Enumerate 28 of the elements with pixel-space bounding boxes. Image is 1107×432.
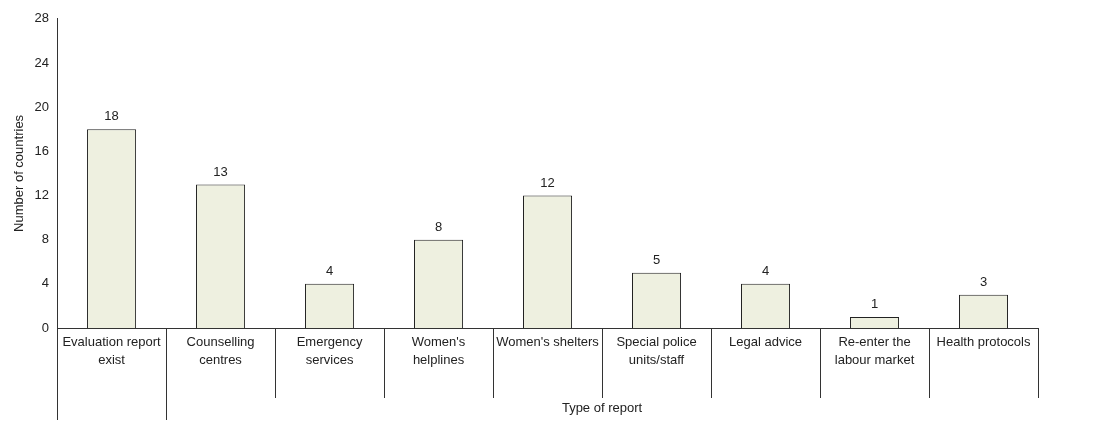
data-label: 8 — [434, 218, 443, 234]
x-tick-label: Legal advice — [729, 334, 803, 350]
y-tick-label: 16 — [34, 142, 50, 158]
y-tick-label: 0 — [41, 319, 50, 335]
x-tick-label: Women's shelters — [496, 334, 600, 350]
y-tick-label: 28 — [34, 10, 50, 26]
data-label: 12 — [540, 174, 555, 190]
x-tick-label: Special police units/staff — [616, 334, 697, 368]
y-axis-title: Number of countries — [11, 114, 27, 232]
data-label: 3 — [979, 273, 988, 289]
y-tick-label: 12 — [34, 187, 50, 203]
y-tick-label: 8 — [41, 231, 50, 247]
y-tick-label: 24 — [34, 54, 50, 70]
data-label: 5 — [652, 251, 661, 267]
y-tick-label: 20 — [34, 98, 50, 114]
x-tick-label: Counselling centres — [186, 334, 255, 368]
x-tick-label: Emergency services — [296, 334, 363, 368]
x-tick-label: Evaluation report exist — [62, 334, 162, 368]
data-label: 13 — [213, 163, 228, 179]
x-tick-label: Health protocols — [936, 334, 1031, 350]
y-tick-label: 4 — [41, 275, 50, 291]
data-label: 18 — [104, 108, 119, 124]
x-axis-title: Type of report — [561, 400, 643, 416]
data-label: 4 — [761, 262, 770, 278]
data-label: 1 — [870, 296, 879, 312]
x-tick-label: Women's helplines — [411, 334, 466, 368]
x-tick-label: Re-enter the labour market — [834, 334, 915, 368]
data-label: 4 — [325, 262, 334, 278]
